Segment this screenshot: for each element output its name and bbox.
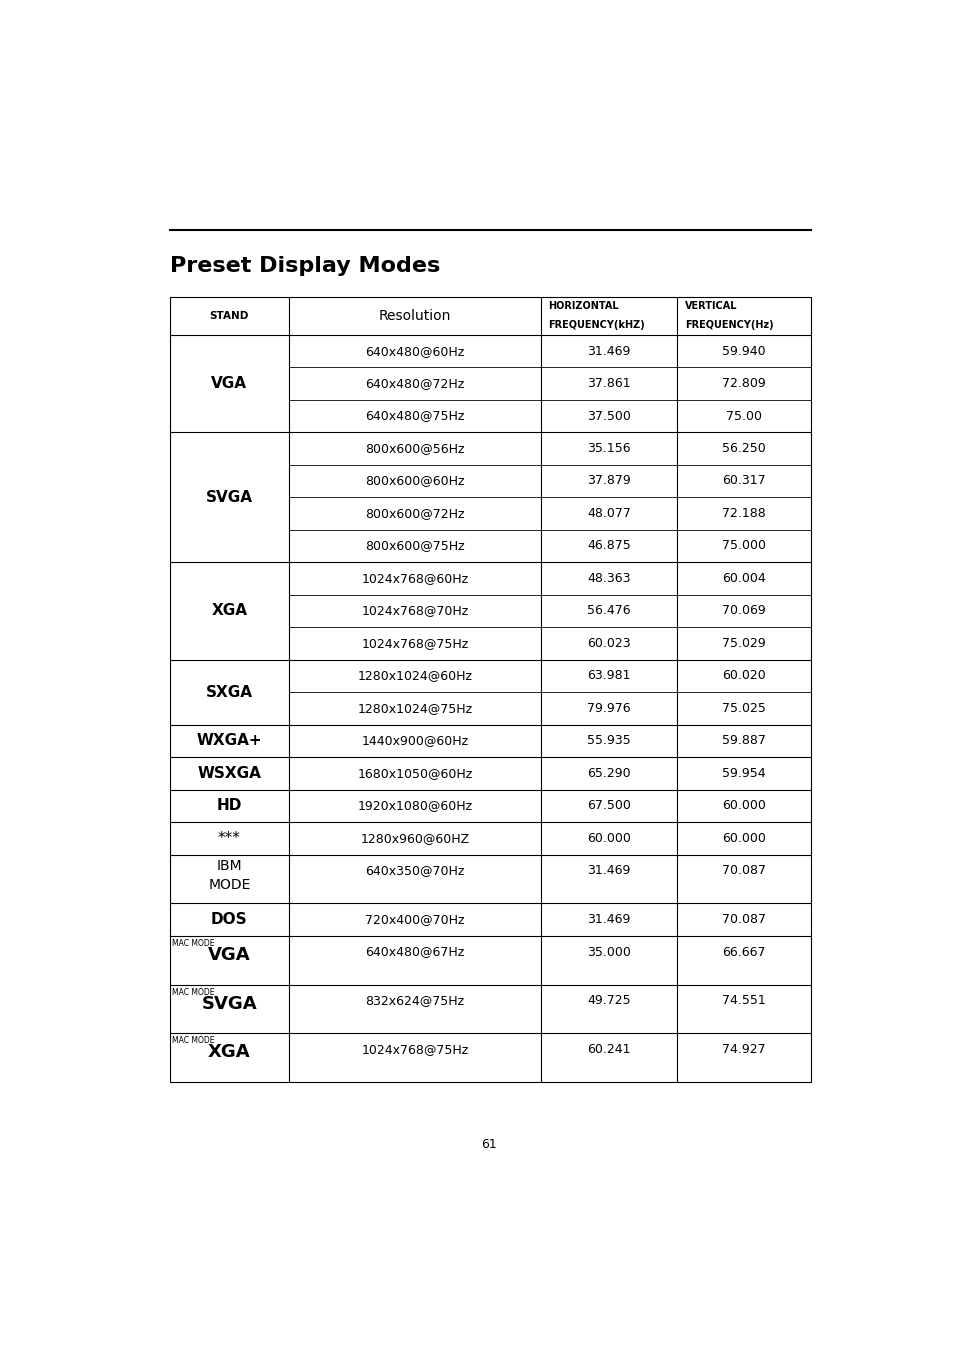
- Text: 800x600@75Hz: 800x600@75Hz: [365, 540, 464, 552]
- Text: MAC MODE: MAC MODE: [172, 1037, 214, 1045]
- Text: 800x600@56Hz: 800x600@56Hz: [365, 441, 464, 455]
- Text: 35.156: 35.156: [587, 441, 630, 455]
- Text: MAC MODE: MAC MODE: [172, 938, 214, 948]
- Text: 61: 61: [480, 1138, 497, 1150]
- Text: 48.363: 48.363: [587, 572, 630, 585]
- Text: FREQUENCY(kHZ): FREQUENCY(kHZ): [547, 320, 644, 329]
- Text: SXGA: SXGA: [206, 684, 253, 699]
- Text: Resolution: Resolution: [378, 309, 451, 323]
- Text: 56.250: 56.250: [721, 441, 765, 455]
- Text: 31.469: 31.469: [587, 344, 630, 358]
- Text: 800x600@60Hz: 800x600@60Hz: [365, 474, 464, 487]
- Text: 46.875: 46.875: [587, 540, 630, 552]
- Text: 59.940: 59.940: [721, 344, 765, 358]
- Text: 63.981: 63.981: [587, 670, 630, 682]
- Text: 59.887: 59.887: [721, 734, 765, 748]
- Text: 60.000: 60.000: [721, 799, 765, 813]
- Text: 70.087: 70.087: [721, 864, 765, 878]
- Text: WSXGA: WSXGA: [197, 765, 261, 780]
- Text: 1024x768@75Hz: 1024x768@75Hz: [361, 637, 468, 649]
- Text: 1920x1080@60Hz: 1920x1080@60Hz: [357, 799, 472, 813]
- Text: 640x480@75Hz: 640x480@75Hz: [365, 409, 464, 423]
- Text: 60.000: 60.000: [586, 832, 630, 845]
- Text: 640x480@60Hz: 640x480@60Hz: [365, 344, 464, 358]
- Text: 72.809: 72.809: [721, 377, 765, 390]
- Text: 75.00: 75.00: [725, 409, 761, 423]
- Text: 49.725: 49.725: [587, 994, 630, 1007]
- Text: STAND: STAND: [210, 310, 249, 321]
- Text: 48.077: 48.077: [586, 508, 630, 520]
- Text: 67.500: 67.500: [586, 799, 630, 813]
- Text: 1440x900@60Hz: 1440x900@60Hz: [361, 734, 468, 748]
- Text: 720x400@70Hz: 720x400@70Hz: [365, 913, 464, 926]
- Text: Preset Display Modes: Preset Display Modes: [170, 255, 439, 275]
- Text: 55.935: 55.935: [587, 734, 630, 748]
- Text: 640x480@67Hz: 640x480@67Hz: [365, 945, 464, 958]
- Text: 37.861: 37.861: [587, 377, 630, 390]
- Text: 74.927: 74.927: [721, 1044, 765, 1056]
- Text: 31.469: 31.469: [587, 913, 630, 926]
- Text: HORIZONTAL: HORIZONTAL: [547, 301, 618, 312]
- Bar: [170, 297, 810, 1081]
- Text: SVGA: SVGA: [206, 490, 253, 505]
- Text: 56.476: 56.476: [587, 605, 630, 617]
- Text: 60.317: 60.317: [721, 474, 765, 487]
- Text: VGA: VGA: [208, 946, 251, 964]
- Text: 66.667: 66.667: [721, 945, 765, 958]
- Text: DOS: DOS: [211, 913, 248, 927]
- Text: 75.025: 75.025: [721, 702, 765, 716]
- Text: 1024x768@60Hz: 1024x768@60Hz: [361, 572, 468, 585]
- Text: 31.469: 31.469: [587, 864, 630, 878]
- Text: 79.976: 79.976: [587, 702, 630, 716]
- Text: ***: ***: [217, 830, 240, 846]
- Text: SVGA: SVGA: [201, 995, 257, 1012]
- Text: 800x600@72Hz: 800x600@72Hz: [365, 508, 464, 520]
- Text: 74.551: 74.551: [721, 994, 765, 1007]
- Text: 1280x960@60HZ: 1280x960@60HZ: [360, 832, 469, 845]
- Text: 35.000: 35.000: [586, 945, 630, 958]
- Text: 1024x768@70Hz: 1024x768@70Hz: [361, 605, 468, 617]
- Text: XGA: XGA: [208, 1044, 251, 1061]
- Text: VGA: VGA: [212, 377, 247, 392]
- Text: 72.188: 72.188: [721, 508, 765, 520]
- Text: 1280x1024@75Hz: 1280x1024@75Hz: [357, 702, 472, 716]
- Text: 75.000: 75.000: [721, 540, 765, 552]
- Text: IBM: IBM: [216, 860, 242, 873]
- Text: 1680x1050@60Hz: 1680x1050@60Hz: [357, 767, 472, 780]
- Text: 75.029: 75.029: [721, 637, 765, 649]
- Text: 70.087: 70.087: [721, 913, 765, 926]
- Text: 37.879: 37.879: [587, 474, 630, 487]
- Text: 37.500: 37.500: [586, 409, 630, 423]
- Text: HD: HD: [216, 798, 242, 813]
- Text: 640x350@70Hz: 640x350@70Hz: [365, 864, 464, 878]
- Text: 60.023: 60.023: [587, 637, 630, 649]
- Text: WXGA+: WXGA+: [196, 733, 262, 748]
- Text: MODE: MODE: [208, 878, 251, 892]
- Text: 60.004: 60.004: [721, 572, 765, 585]
- Text: 1280x1024@60Hz: 1280x1024@60Hz: [357, 670, 472, 682]
- Text: 59.954: 59.954: [721, 767, 765, 780]
- Text: VERTICAL: VERTICAL: [684, 301, 737, 312]
- Text: 60.000: 60.000: [721, 832, 765, 845]
- Text: FREQUENCY(Hz): FREQUENCY(Hz): [684, 320, 773, 329]
- Text: 832x624@75Hz: 832x624@75Hz: [365, 994, 464, 1007]
- Text: 60.020: 60.020: [721, 670, 765, 682]
- Text: 60.241: 60.241: [587, 1044, 630, 1056]
- Text: 1024x768@75Hz: 1024x768@75Hz: [361, 1044, 468, 1056]
- Text: 640x480@72Hz: 640x480@72Hz: [365, 377, 464, 390]
- Text: MAC MODE: MAC MODE: [172, 988, 214, 996]
- Text: XGA: XGA: [212, 603, 247, 618]
- Text: 65.290: 65.290: [587, 767, 630, 780]
- Text: 70.069: 70.069: [721, 605, 765, 617]
